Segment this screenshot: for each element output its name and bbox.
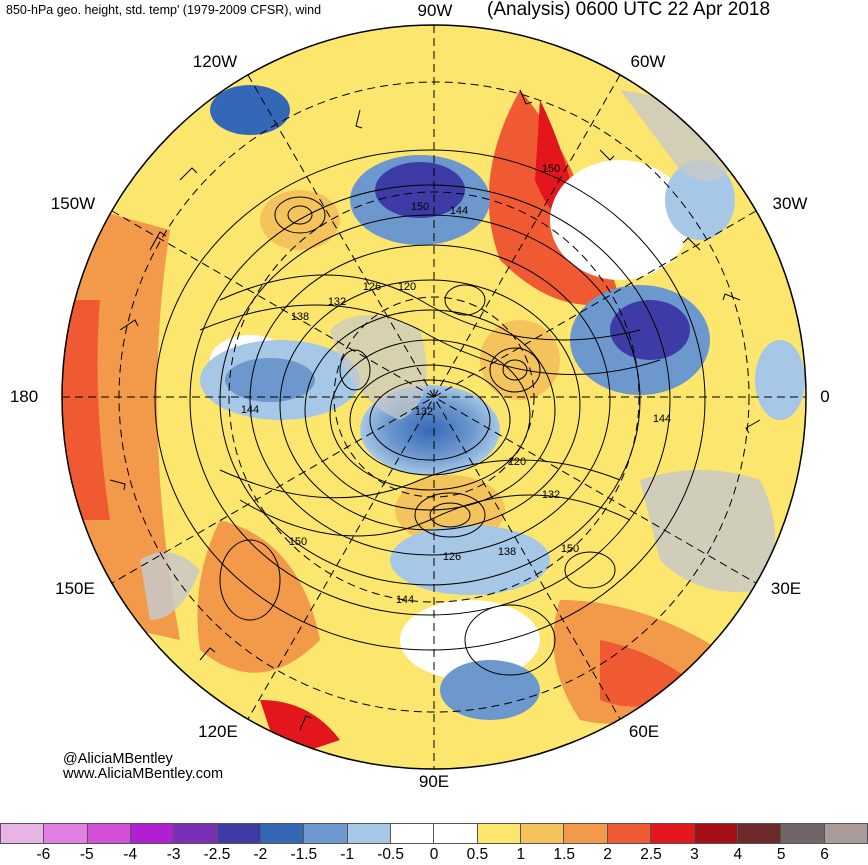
contour-value-labels: 150 144 150 126 120 132 138 144 132 144 … <box>241 163 671 606</box>
contour-label: 120 <box>508 456 526 468</box>
colorbar-tick-label: 1.5 <box>553 846 575 863</box>
contour-label: 132 <box>415 406 433 418</box>
colorbar-swatch <box>824 823 868 844</box>
colorbar-swatch <box>304 823 348 844</box>
contour-label: 150 <box>289 536 307 548</box>
colorbar-swatch <box>44 823 88 844</box>
colorbar-tick-label: -2 <box>253 846 268 863</box>
colorbar-swatch <box>607 823 652 844</box>
lon-label-30w: 30W <box>772 194 808 213</box>
lon-label-90w: 90W <box>417 1 453 20</box>
colorbar-swatch <box>261 823 305 844</box>
colorbar-swatch <box>477 823 522 844</box>
colorbar-tick-label: 0.5 <box>466 846 489 863</box>
contour-label: 144 <box>241 404 259 416</box>
colorbar-swatch <box>564 823 608 844</box>
colorbar-swatch <box>521 823 565 844</box>
colorbar-tick-label: 3 <box>690 846 699 863</box>
colorbar-tick-label: -1 <box>340 846 355 863</box>
colorbar-swatch <box>217 823 262 844</box>
lon-label-30e: 30E <box>770 579 802 598</box>
colorbar-swatch <box>694 823 738 844</box>
contour-label: 138 <box>498 546 516 558</box>
height-contours <box>154 149 706 676</box>
colorbar-swatch <box>347 823 392 844</box>
colorbar-swatch <box>0 823 45 844</box>
credit-handle: @AliciaMBentley <box>63 751 173 767</box>
lon-label-120e: 120E <box>198 722 238 741</box>
lon-label-90e: 90E <box>418 772 450 791</box>
colorbar-tick-label: 4 <box>733 846 743 863</box>
contour-label: 132 <box>328 296 346 308</box>
colorbar-swatch <box>651 823 695 844</box>
grid-lines <box>62 25 806 769</box>
colorbar-swatch <box>131 823 175 844</box>
polar-stereographic-map: 150 144 150 126 120 132 138 144 132 144 … <box>61 24 807 770</box>
colorbar-swatch <box>434 823 478 844</box>
map-title-right: (Analysis) 0600 UTC 22 Apr 2018 <box>487 0 771 20</box>
lon-label-150w: 150W <box>50 194 96 213</box>
contour-label: 126 <box>363 281 381 293</box>
colorbar-tick-label: -2.5 <box>203 846 231 863</box>
colorbar-swatch <box>781 823 825 844</box>
colorbar-tick-label: 2 <box>603 846 612 863</box>
lon-label-120w: 120W <box>192 52 238 71</box>
colorbar-tick-label: -6 <box>36 846 51 863</box>
colorbar-tick-label: 0 <box>429 846 439 863</box>
contour-label: 126 <box>443 551 461 563</box>
colorbar-tick-label: 5 <box>776 846 786 863</box>
contour-label: 150 <box>561 543 579 555</box>
contour-label: 144 <box>653 413 671 425</box>
colorbar-tick-label: -1.5 <box>290 846 318 863</box>
colorbar-tick-label: 2.5 <box>640 846 662 863</box>
contour-label: 138 <box>291 311 309 323</box>
contour-label: 120 <box>398 281 416 293</box>
colorbar <box>0 823 868 845</box>
lon-label-180: 180 <box>9 387 39 406</box>
contour-label: 144 <box>396 594 414 606</box>
colorbar-tick-label: -4 <box>123 846 138 863</box>
lon-label-0: 0 <box>820 387 830 406</box>
colorbar-tick-label: -0.5 <box>377 846 404 863</box>
map-title-left: 850-hPa geo. height, std. temp' (1979-20… <box>6 3 322 17</box>
lon-label-150e: 150E <box>55 579 95 598</box>
credit-website: www.AliciaMBentley.com <box>63 766 224 782</box>
contour-label: 132 <box>542 489 560 501</box>
colorbar-swatch <box>174 823 218 844</box>
colorbar-tick-label: -5 <box>79 846 94 863</box>
colorbar-tick-label: -3 <box>166 846 181 863</box>
contour-label: 150 <box>542 163 560 175</box>
contour-label: 150 <box>411 201 429 213</box>
map-boundary <box>61 24 807 770</box>
colorbar-swatch <box>391 823 435 844</box>
colorbar-tick-label: 6 <box>820 846 829 863</box>
lon-label-60w: 60W <box>630 52 666 71</box>
colorbar-swatch <box>737 823 782 844</box>
colorbar-swatch <box>87 823 132 844</box>
lon-label-60e: 60E <box>628 722 660 741</box>
colorbar-tick-label: 1 <box>516 846 526 863</box>
contour-label: 144 <box>450 205 468 217</box>
